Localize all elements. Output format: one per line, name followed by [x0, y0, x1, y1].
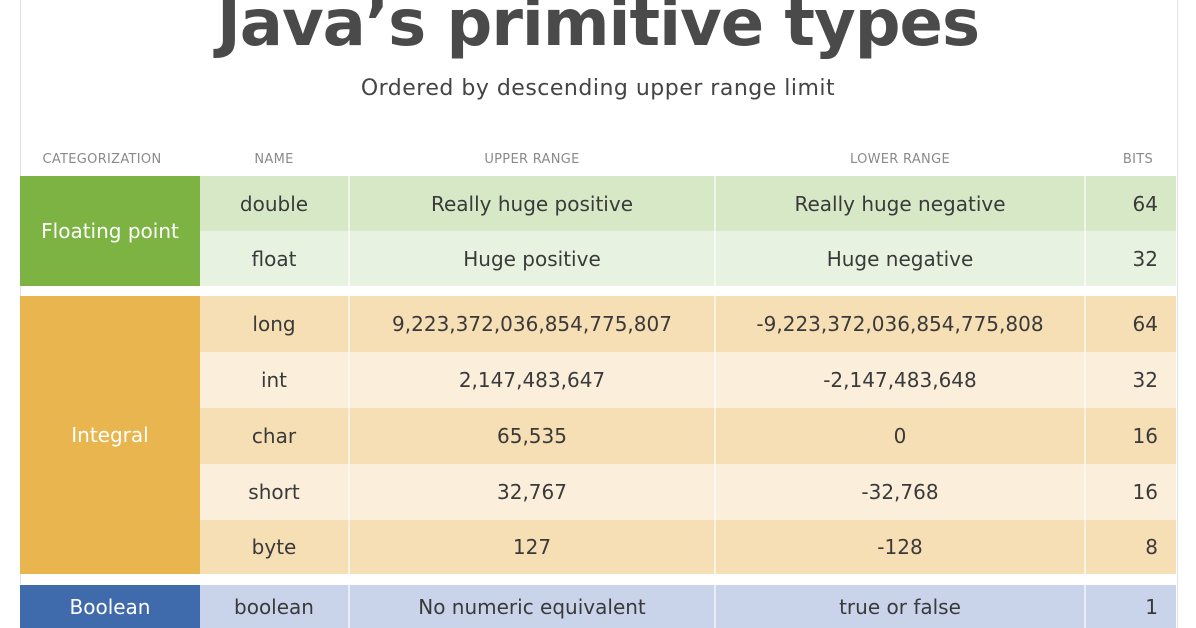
header-name: NAME [254, 152, 294, 167]
table-row: long 9,223,372,036,854,775,807 -9,223,372,… [200, 296, 1176, 352]
cell-lower: 0 [893, 424, 907, 448]
column-divider [714, 352, 716, 408]
category-label: Integral [71, 423, 149, 447]
cell-bits: 32 [1132, 368, 1158, 392]
cell-name: boolean [234, 594, 314, 619]
column-divider [348, 520, 350, 574]
column-divider [714, 296, 716, 352]
cell-bits: 64 [1132, 191, 1158, 216]
column-divider [1084, 464, 1086, 520]
table-row: byte 127 -128 8 [200, 520, 1176, 574]
cell-bits: 8 [1145, 535, 1158, 559]
category-label: Boolean [69, 594, 151, 619]
category-boolean: Boolean [20, 585, 200, 628]
cell-bits: 1 [1145, 594, 1158, 619]
header-categorization: CATEGORIZATION [42, 152, 162, 167]
cell-bits: 16 [1132, 424, 1158, 448]
column-divider [348, 296, 350, 352]
column-divider [714, 464, 716, 520]
column-divider [1084, 176, 1086, 231]
header-upper-range: UPPER RANGE [484, 152, 580, 167]
column-divider [348, 408, 350, 464]
cell-name: float [251, 246, 297, 271]
cell-bits: 16 [1132, 480, 1158, 504]
header-bits: BITS [1122, 152, 1154, 167]
cell-upper: No numeric equivalent [418, 594, 646, 619]
table-row: float Huge positive Huge negative 32 [200, 231, 1176, 286]
cell-name: short [248, 480, 300, 504]
cell-upper: Really huge positive [430, 191, 634, 216]
cell-upper: 32,767 [497, 480, 567, 504]
table-row: char 65,535 0 16 [200, 408, 1176, 464]
column-divider [1084, 296, 1086, 352]
category-integral: Integral [20, 296, 200, 574]
column-divider [1084, 585, 1086, 628]
cell-upper: 65,535 [497, 424, 567, 448]
column-divider [714, 520, 716, 574]
cell-bits: 32 [1132, 246, 1158, 271]
page-subtitle: Ordered by descending upper range limit [360, 76, 836, 101]
cell-upper: 127 [512, 535, 552, 559]
column-divider [1084, 352, 1086, 408]
column-divider [714, 585, 716, 628]
cell-name: long [252, 312, 296, 336]
cell-name: char [251, 424, 297, 448]
cell-name: byte [251, 535, 297, 559]
category-floating-point: Floating point [20, 176, 200, 286]
cell-lower: true or false [839, 594, 961, 619]
cell-lower: Really huge negative [794, 191, 1006, 216]
table-row: short 32,767 -32,768 16 [200, 464, 1176, 520]
cell-name: int [260, 368, 288, 392]
cell-upper: 9,223,372,036,854,775,807 [392, 312, 672, 336]
table-row: double Really huge positive Really huge ne… [200, 176, 1176, 231]
column-divider [714, 231, 716, 286]
cell-bits: 64 [1132, 312, 1158, 336]
cell-lower: -2,147,483,648 [823, 368, 977, 392]
category-label: Floating point [41, 219, 179, 243]
column-divider [1084, 520, 1086, 574]
cell-lower: -32,768 [861, 480, 939, 504]
table-row: int 2,147,483,647 -2,147,483,648 32 [200, 352, 1176, 408]
cell-upper: Huge positive [463, 246, 601, 271]
column-divider [1084, 231, 1086, 286]
table-row: boolean No numeric equivalent true or fals… [200, 585, 1176, 628]
column-divider [348, 231, 350, 286]
cell-name: double [239, 191, 309, 216]
cell-lower: -9,223,372,036,854,775,808 [756, 312, 1044, 336]
column-divider [1084, 408, 1086, 464]
cell-lower: -128 [877, 535, 923, 559]
cell-lower: Huge negative [826, 246, 974, 271]
page-title: Java’s primitive types [216, 0, 980, 61]
column-divider [714, 408, 716, 464]
column-divider [348, 352, 350, 408]
column-divider [348, 464, 350, 520]
column-divider [348, 176, 350, 231]
header-lower-range: LOWER RANGE [850, 152, 950, 167]
column-divider [714, 176, 716, 231]
column-divider [348, 585, 350, 628]
cell-upper: 2,147,483,647 [458, 368, 606, 392]
